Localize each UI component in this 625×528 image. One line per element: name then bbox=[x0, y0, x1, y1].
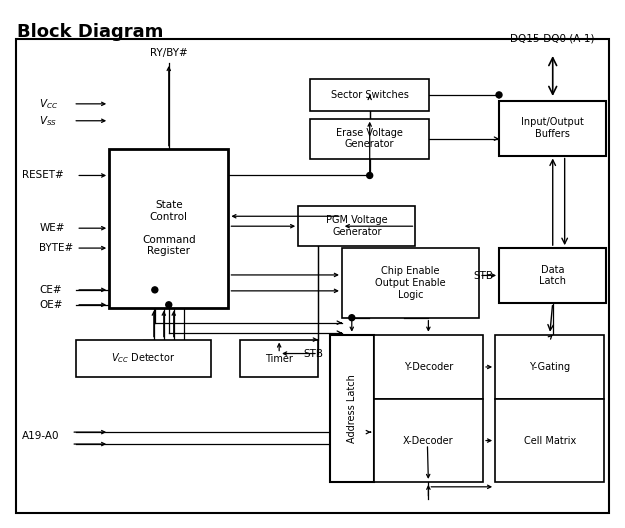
Circle shape bbox=[496, 92, 502, 98]
Bar bbox=[310, 79, 429, 111]
Text: WE#: WE# bbox=[39, 223, 65, 233]
Bar bbox=[330, 335, 374, 482]
Text: OE#: OE# bbox=[39, 300, 63, 310]
Text: Cell Matrix: Cell Matrix bbox=[524, 436, 576, 446]
Text: Address Latch: Address Latch bbox=[347, 374, 357, 442]
Bar bbox=[342, 248, 479, 318]
Circle shape bbox=[152, 287, 158, 293]
Circle shape bbox=[349, 315, 355, 320]
Text: State
Control

Command
Register: State Control Command Register bbox=[142, 200, 196, 257]
Bar bbox=[310, 119, 429, 158]
Text: Block Diagram: Block Diagram bbox=[17, 23, 163, 41]
Bar bbox=[495, 335, 604, 399]
Text: Data
Latch: Data Latch bbox=[539, 265, 566, 286]
Text: $V_{CC}$ Detector: $V_{CC}$ Detector bbox=[111, 352, 176, 365]
Text: RESET#: RESET# bbox=[21, 171, 63, 181]
Bar bbox=[241, 340, 318, 378]
Text: Y-Decoder: Y-Decoder bbox=[404, 362, 453, 372]
Text: X-Decoder: X-Decoder bbox=[403, 436, 454, 446]
Text: $V_{SS}$: $V_{SS}$ bbox=[39, 114, 58, 128]
Bar bbox=[76, 340, 211, 378]
Circle shape bbox=[367, 173, 372, 178]
Text: BYTE#: BYTE# bbox=[39, 243, 74, 253]
Bar bbox=[109, 148, 229, 308]
Text: Timer: Timer bbox=[265, 354, 293, 363]
Text: STB: STB bbox=[473, 271, 493, 281]
Bar bbox=[499, 248, 606, 303]
Text: Sector Switches: Sector Switches bbox=[331, 90, 409, 100]
Bar bbox=[298, 206, 416, 246]
Text: STB: STB bbox=[303, 348, 323, 359]
Text: PGM Voltage
Generator: PGM Voltage Generator bbox=[326, 215, 388, 237]
Text: CE#: CE# bbox=[39, 285, 62, 295]
Bar bbox=[374, 399, 483, 482]
Text: A19-A0: A19-A0 bbox=[21, 431, 59, 441]
Text: Chip Enable
Output Enable
Logic: Chip Enable Output Enable Logic bbox=[375, 266, 446, 299]
Text: Input/Output
Buffers: Input/Output Buffers bbox=[521, 117, 584, 139]
Text: DQ15-DQ0 (A-1): DQ15-DQ0 (A-1) bbox=[511, 33, 595, 43]
Bar bbox=[374, 335, 483, 399]
Text: $V_{CC}$: $V_{CC}$ bbox=[39, 97, 59, 111]
Text: Erase Voltage
Generator: Erase Voltage Generator bbox=[336, 128, 403, 149]
Text: RY/BY#: RY/BY# bbox=[150, 48, 188, 58]
Bar bbox=[499, 101, 606, 156]
Text: Y-Gating: Y-Gating bbox=[529, 362, 570, 372]
Circle shape bbox=[166, 302, 172, 308]
Bar bbox=[495, 399, 604, 482]
